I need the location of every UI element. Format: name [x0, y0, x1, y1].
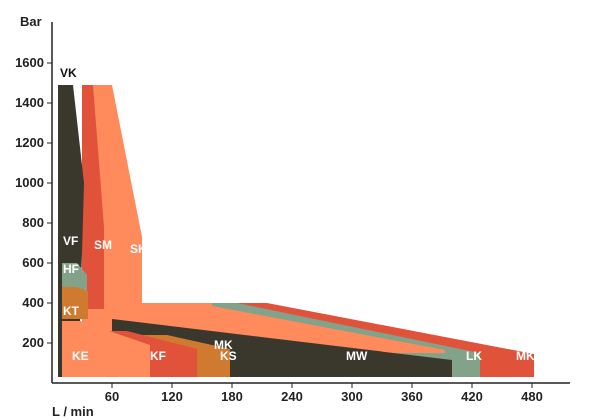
region-label-mw: MW	[346, 349, 368, 363]
labels-layer: MKS LK MK MW SK SM VF HF KT KS KF KE VK	[60, 66, 543, 363]
y-tick-label: 800	[22, 215, 44, 230]
x-tick-label: 420	[461, 389, 483, 404]
region-ke	[62, 321, 150, 377]
region-label-ke: KE	[72, 349, 89, 363]
region-kt	[62, 287, 88, 319]
y-tick-label: 1200	[15, 135, 44, 150]
x-tick-label: 60	[105, 389, 119, 404]
y-axis-title: Bar	[20, 14, 42, 29]
x-tick-label: 180	[221, 389, 243, 404]
y-tick-label: 600	[22, 255, 44, 270]
region-label-kt: KT	[63, 304, 80, 318]
axes-layer: 200 400 600 800 1000 1200 1400 1600 60 120 180 240 3…	[15, 22, 570, 404]
x-tick-label: 360	[401, 389, 423, 404]
y-tick-label: 1600	[15, 55, 44, 70]
y-tick-label: 1000	[15, 175, 44, 190]
region-hf	[62, 263, 87, 293]
y-tick-label: 1400	[15, 95, 44, 110]
x-tick-label: 120	[161, 389, 183, 404]
region-label-mk: MK	[214, 338, 233, 352]
x-tick-label: 480	[521, 389, 543, 404]
region-label-vk: VK	[60, 66, 77, 80]
regions-layer	[58, 85, 534, 377]
region-label-mks: MKS	[516, 349, 543, 363]
y-tick-label: 400	[22, 295, 44, 310]
region-label-sk: SK	[130, 242, 147, 256]
x-tick-label: 240	[281, 389, 303, 404]
y-tick-label: 200	[22, 335, 44, 350]
region-vk	[58, 85, 62, 377]
region-label-vf: VF	[63, 234, 78, 248]
region-label-sm: SM	[94, 238, 112, 252]
x-tick-label: 300	[341, 389, 363, 404]
region-sm	[82, 85, 104, 309]
x-axis-title: L / min	[52, 404, 94, 419]
region-label-kf: KF	[150, 349, 166, 363]
region-label-hf: HF	[63, 262, 79, 276]
region-label-lk: LK	[466, 349, 482, 363]
region-label-ks: KS	[220, 349, 237, 363]
